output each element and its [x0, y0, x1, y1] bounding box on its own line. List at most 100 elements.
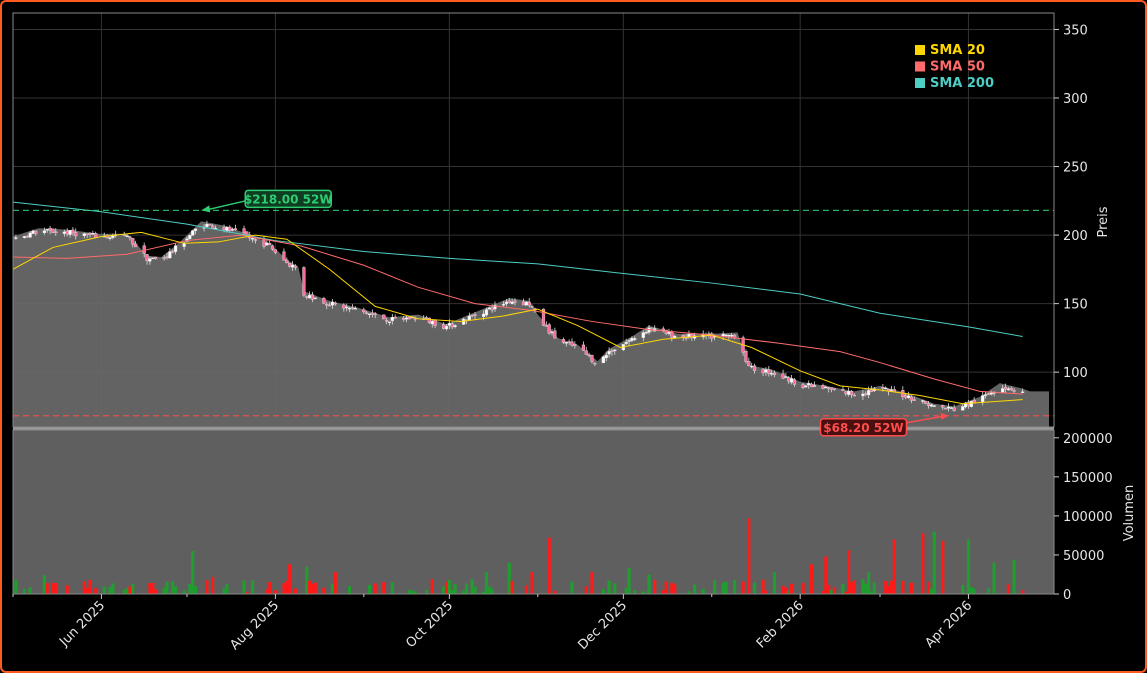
candle-down: [581, 344, 586, 351]
candle-down: [470, 314, 474, 317]
volume-bar: [442, 586, 446, 594]
candle-up: [168, 251, 172, 259]
volume-bar: [94, 588, 98, 594]
candle-down: [610, 350, 614, 352]
volume-bar: [205, 580, 209, 594]
candle-down: [590, 354, 594, 362]
volume-tick-label: 150000: [1063, 471, 1113, 486]
volume-bar: [627, 568, 631, 594]
volume-bar: [453, 584, 457, 594]
candle-up: [308, 295, 312, 299]
candle-up: [188, 234, 192, 239]
volume-bar: [784, 587, 788, 594]
volume-bar: [22, 589, 27, 594]
candle-down: [827, 387, 831, 389]
volume-bar: [154, 589, 158, 594]
volume-bar: [265, 589, 269, 594]
volume-bar: [969, 586, 973, 594]
candle-down: [530, 306, 534, 308]
volume-bar: [305, 566, 309, 594]
candle-down: [373, 313, 377, 315]
candle-up: [804, 385, 808, 388]
volume-bar: [108, 587, 112, 594]
volume-bar: [809, 564, 814, 594]
volume-bar: [966, 539, 971, 594]
candle-down: [85, 233, 89, 235]
candle-down: [544, 325, 548, 327]
volume-bar: [670, 582, 674, 594]
volume-bar: [322, 587, 326, 594]
volume-bar: [872, 582, 876, 594]
volume-bar: [128, 586, 132, 594]
candle-down: [208, 224, 212, 226]
volume-bar: [211, 576, 215, 594]
candle-down: [128, 236, 132, 239]
candle-up: [330, 301, 335, 306]
volume-bar: [827, 584, 831, 594]
volume-bar: [313, 582, 317, 594]
volume-bar: [407, 589, 412, 594]
price-tick-label: 350: [1063, 23, 1088, 38]
candle-up: [367, 313, 372, 316]
volume-panel-bg: [13, 430, 1054, 594]
candle-down: [473, 314, 477, 317]
candle-down: [587, 354, 591, 357]
candle-up: [290, 264, 295, 268]
candle-up: [644, 331, 648, 334]
candle-down: [772, 372, 777, 375]
candle-down: [342, 304, 346, 309]
volume-bar: [373, 583, 377, 594]
volume-bar: [986, 588, 991, 594]
candle-down: [333, 302, 337, 305]
candle-down: [944, 407, 948, 410]
candle-down: [402, 318, 406, 320]
candle-down: [325, 304, 329, 306]
candle-down: [986, 393, 991, 395]
candle-down: [821, 385, 825, 389]
volume-bars: [13, 430, 1054, 594]
candle-down: [681, 335, 685, 338]
candle-down: [34, 230, 38, 234]
volume-bar: [801, 582, 805, 594]
volume-bar: [926, 581, 931, 594]
volume-bar: [787, 590, 791, 594]
candle-up: [770, 373, 774, 375]
candle-down: [747, 360, 751, 366]
candle-down: [553, 330, 557, 339]
price-tick-label: 100: [1063, 366, 1088, 381]
candle-down: [507, 300, 511, 303]
volume-bar: [413, 591, 417, 594]
candle-down: [293, 265, 297, 268]
candle-down: [48, 228, 52, 231]
annotation-label: $68.20 52W: [823, 421, 903, 435]
candle-down: [844, 391, 848, 394]
volume-bar: [54, 583, 58, 594]
candle-up: [601, 356, 605, 364]
candle-up: [1006, 388, 1010, 391]
candle-down: [282, 251, 286, 261]
candle-down: [427, 317, 431, 323]
candle-up: [91, 233, 95, 235]
legend-swatch: [915, 45, 925, 55]
price-tick-label: 300: [1063, 92, 1088, 107]
volume-bar: [861, 579, 865, 594]
candle-down: [253, 239, 258, 241]
candle-down: [94, 233, 98, 238]
price-axis-label: Preis: [1096, 206, 1111, 237]
volume-bar: [14, 580, 18, 594]
candle-up: [630, 338, 634, 341]
candle-up: [969, 401, 973, 407]
volume-bar: [484, 572, 489, 594]
volume-bar: [889, 580, 894, 594]
annotations: $218.00 52W $68.20 52W: [201, 189, 949, 437]
annotation-arrowhead: [940, 412, 949, 420]
candle-down: [941, 405, 945, 408]
candle-down: [547, 324, 551, 334]
candle-up: [981, 395, 985, 403]
candle-down: [370, 312, 374, 315]
candle-down: [165, 256, 169, 259]
candle-up: [607, 351, 611, 355]
volume-bar: [242, 580, 246, 594]
volume-bar: [490, 588, 494, 594]
volume-bar: [171, 581, 175, 594]
